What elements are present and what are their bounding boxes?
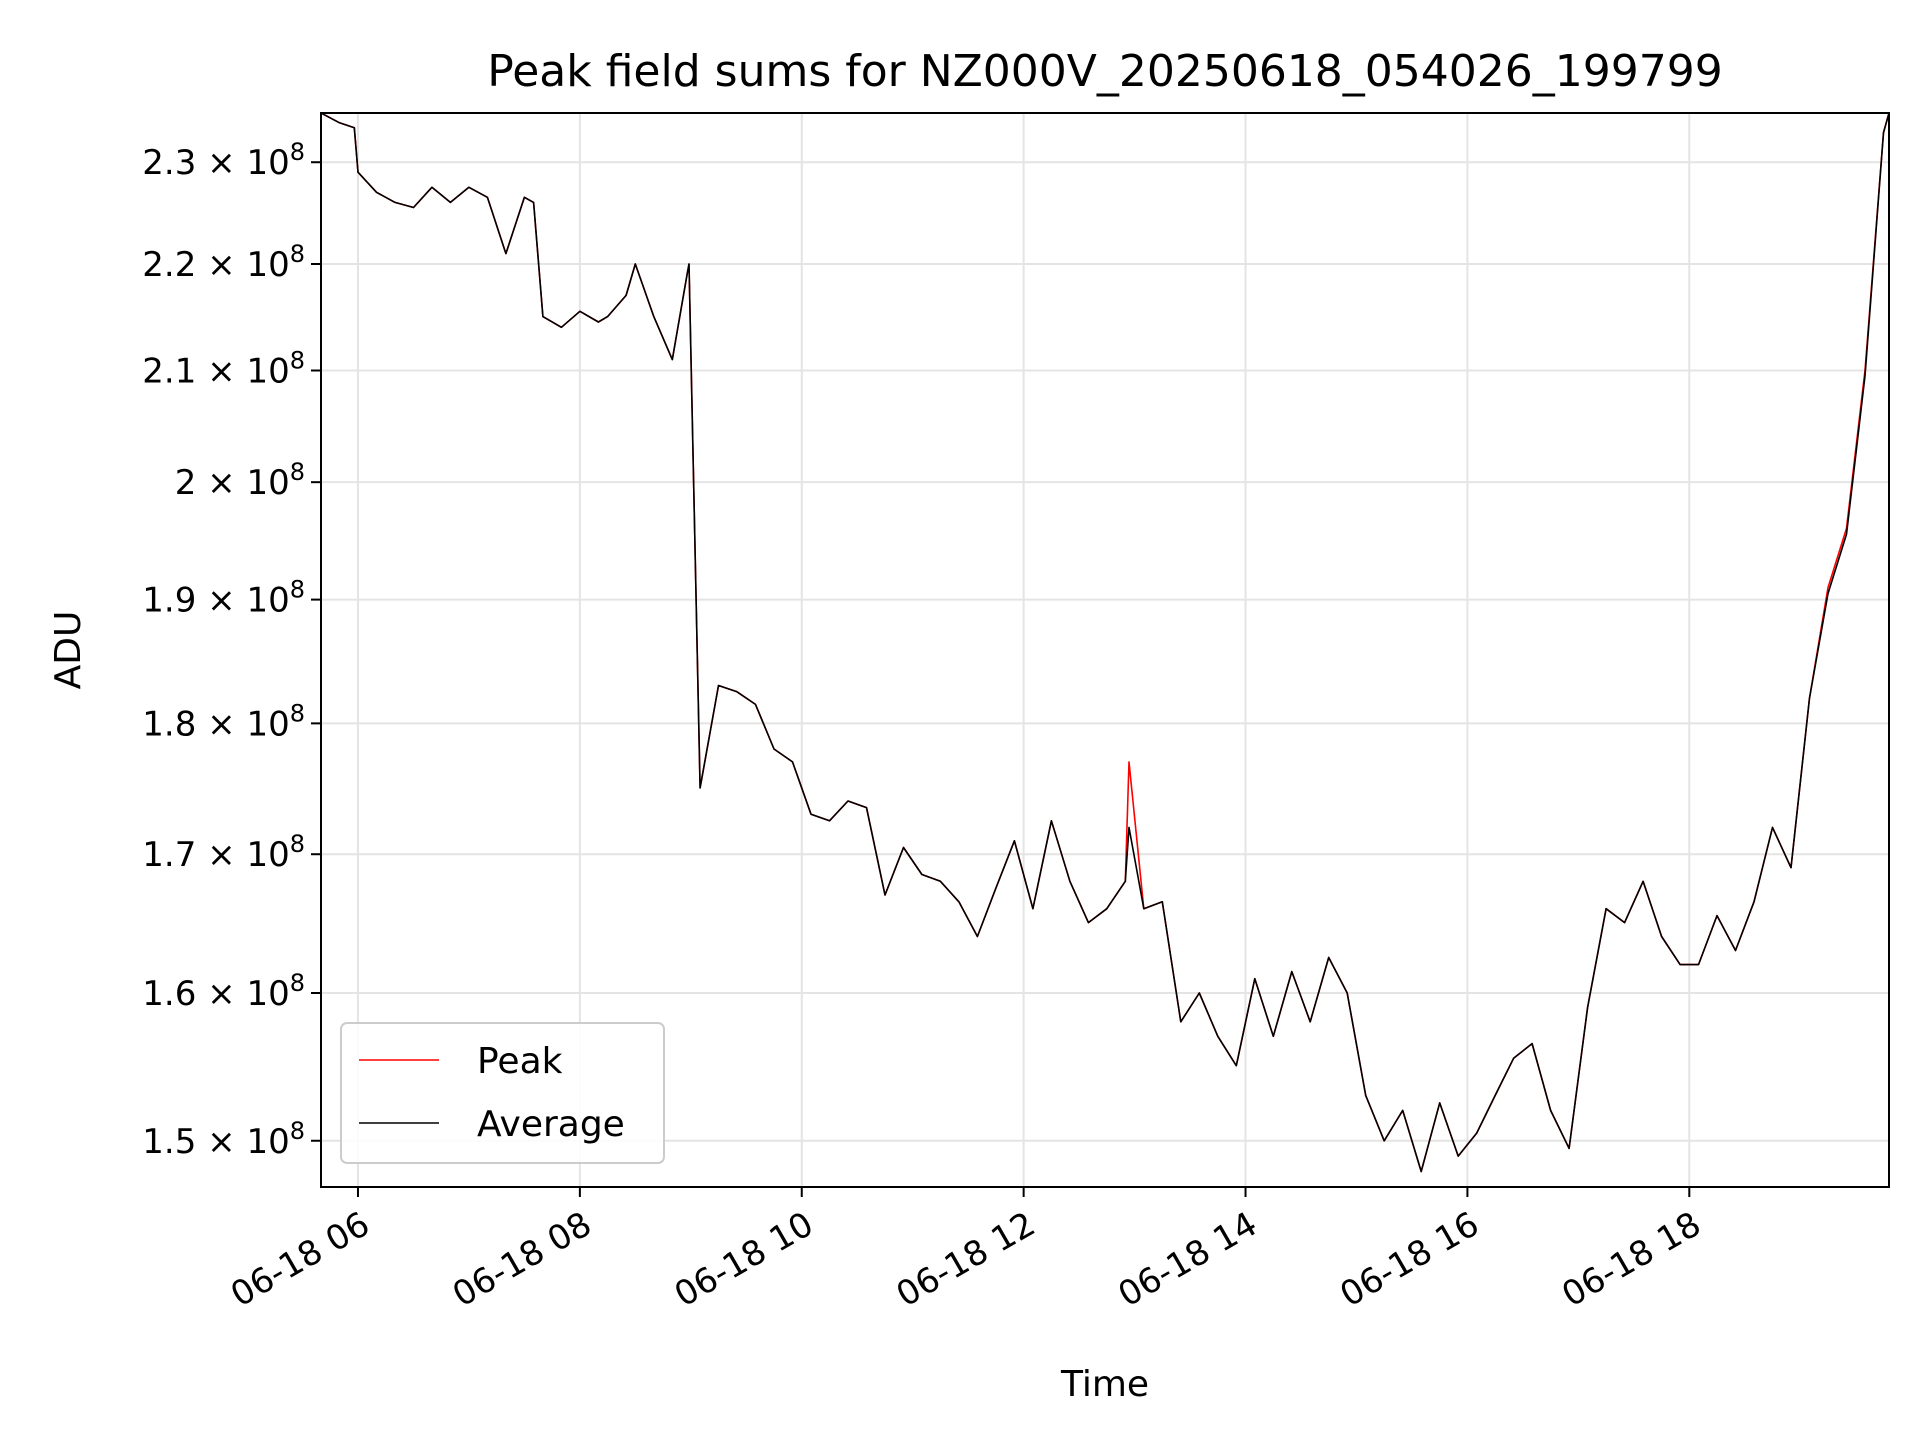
x-tick-label: 06-18 14: [1112, 1204, 1264, 1315]
series-line-peak: [321, 113, 1889, 1173]
x-tick-label: 06-18 12: [890, 1204, 1042, 1315]
legend-label-average: Average: [477, 1104, 625, 1145]
legend: Peak Average: [340, 1022, 665, 1164]
legend-box: [340, 1022, 665, 1164]
x-tick-label: 06-18 06: [224, 1204, 376, 1315]
x-tick-label: 06-18 08: [446, 1204, 598, 1315]
series-layer: [321, 113, 1889, 1173]
y-tick-label: 2.2 × 108: [142, 240, 305, 285]
legend-label-peak: Peak: [477, 1041, 563, 1082]
series-line-average: [321, 113, 1889, 1173]
x-tick-label: 06-18 16: [1334, 1204, 1486, 1315]
y-tick-label: 1.9 × 108: [142, 576, 305, 621]
y-tick-label: 2 × 108: [175, 458, 305, 503]
y-tick-label: 1.7 × 108: [142, 830, 305, 875]
grid: [321, 113, 1889, 1187]
y-tick-label: 2.1 × 108: [142, 346, 305, 391]
y-tick-label: 1.5 × 108: [142, 1117, 305, 1162]
y-tick-label: 1.6 × 108: [142, 969, 305, 1014]
plot-frame: [320, 112, 1890, 1188]
x-tick-label: 06-18 10: [668, 1204, 820, 1315]
x-tick-label: 06-18 18: [1555, 1204, 1707, 1315]
x-axis-label: Time: [1060, 1364, 1149, 1405]
y-tick-label: 2.3 × 108: [142, 138, 305, 183]
y-axis-label: ADU: [48, 611, 89, 690]
chart-title: Peak field sums for NZ000V_20250618_0540…: [487, 46, 1722, 97]
y-tick-label: 1.8 × 108: [142, 699, 305, 744]
